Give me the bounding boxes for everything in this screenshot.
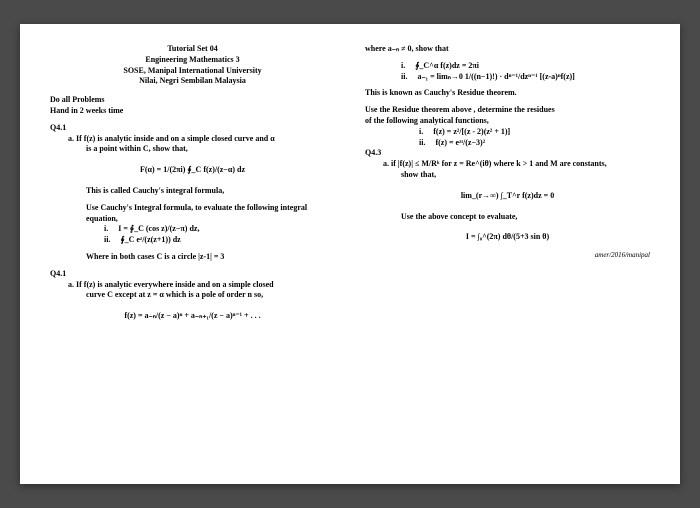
eq-i: I = ∮_C (cos z)/(z−π) dz, <box>118 224 199 233</box>
r-i: ∮_C^α f(z)dz = 2πi <box>415 61 479 70</box>
q41a-row: a. If f(z) is analytic inside and on a s… <box>68 134 335 145</box>
page-header: Tutorial Set 04 Engineering Mathematics … <box>50 44 335 87</box>
header-line1: Tutorial Set 04 <box>50 44 335 55</box>
r-ii-row: ii. a₋₁ = limₙ→0 1/((n−1)!) · dⁿ⁻¹/dzⁿ⁻¹… <box>401 72 650 83</box>
instruction-1: Do all Problems <box>50 95 335 106</box>
q43a-text2: show that, <box>401 170 650 181</box>
q41b-label: Q4.1 <box>50 269 335 280</box>
q43a-text1: if |f(z)| ≤ M/Rᵏ for z = Re^(iθ) where k… <box>391 159 607 168</box>
right-column: where a₋ₙ ≠ 0, show that i. ∮_C^α f(z)dz… <box>350 44 650 464</box>
eq-i-row: i. I = ∮_C (cos z)/(z−π) dz, <box>104 224 335 235</box>
r-i-label: i. <box>401 61 405 70</box>
header-line3: SOSE, Manipal International University <box>50 66 335 77</box>
q43a-row: a. if |f(z)| ≤ M/Rᵏ for z = Re^(iθ) wher… <box>383 159 650 170</box>
f-ii: f(z) = eᶻᵗ/(z−3)² <box>435 138 485 147</box>
eq-cauchy-formula: F(α) = 1/(2πi) ∮_C f(z)/(z−α) dz <box>50 165 335 176</box>
q41a-text2: is a point within C, show that, <box>86 144 335 155</box>
r-i-row: i. ∮_C^α f(z)dz = 2πi <box>401 61 650 72</box>
use-cauchy-text: Use Cauchy's Integral formula, to evalua… <box>86 203 335 225</box>
final-eq: I = ∫₀^(2π) dθ/(5+3 sin θ) <box>365 232 650 243</box>
eq-ii: ∮_C eᶻ/(z(z+1)) dz <box>120 235 180 244</box>
q41b-marker: a. <box>68 280 74 289</box>
eq-ii-row: ii. ∮_C eᶻ/(z(z+1)) dz <box>104 235 335 246</box>
use-concept: Use the above concept to evaluate, <box>401 212 650 223</box>
eq-i-label: i. <box>104 224 108 233</box>
left-column: Tutorial Set 04 Engineering Mathematics … <box>50 44 350 464</box>
r-ii: a₋₁ = limₙ→0 1/((n−1)!) · dⁿ⁻¹/dzⁿ⁻¹ [(z… <box>417 72 574 81</box>
use-residue2: of the following analytical functions, <box>365 116 650 127</box>
eq-ii-label: ii. <box>104 235 110 244</box>
f-i-row: i. f(z) = z²/[(z - 2)(z² + 1)] <box>419 127 650 138</box>
instruction-2: Hand in 2 weeks time <box>50 106 335 117</box>
lim-eq: lim_(r→∞) ∫_T^r f(z)dz = 0 <box>365 191 650 202</box>
eq-series: f(z) = a₋ₙ/(z − a)ⁿ + a₋ₙ₊₁/(z − a)ⁿ⁻¹ +… <box>50 311 335 322</box>
where-an: where a₋ₙ ≠ 0, show that <box>365 44 650 55</box>
q41b-text2: curve C except at z = α which is a pole … <box>86 290 335 301</box>
f-i-label: i. <box>419 127 423 136</box>
q41a-marker: a. <box>68 134 74 143</box>
cauchy-integral-text: This is called Cauchy's integral formula… <box>86 186 335 197</box>
q41a-text1: If f(z) is analytic inside and on a simp… <box>76 134 275 143</box>
f-ii-row: ii. f(z) = eᶻᵗ/(z−3)² <box>419 138 650 149</box>
r-ii-label: ii. <box>401 72 407 81</box>
residue-thm: This is known as Cauchy's Residue theore… <box>365 88 650 99</box>
document-page: Tutorial Set 04 Engineering Mathematics … <box>20 24 680 484</box>
header-line2: Engineering Mathematics 3 <box>50 55 335 66</box>
q41b-text1: If f(z) is analytic everywhere inside an… <box>76 280 274 289</box>
f-i: f(z) = z²/[(z - 2)(z² + 1)] <box>433 127 510 136</box>
header-line4: Nilai, Negri Sembilan Malaysia <box>50 76 335 87</box>
q41-label: Q4.1 <box>50 123 335 134</box>
q43a-marker: a. <box>383 159 389 168</box>
footer-text: amer/2016/manipal <box>365 251 650 260</box>
q43-label: Q4.3 <box>365 148 650 159</box>
q41b-row: a. If f(z) is analytic everywhere inside… <box>68 280 335 291</box>
f-ii-label: ii. <box>419 138 425 147</box>
use-residue1: Use the Residue theorem above , determin… <box>365 105 650 116</box>
where-circle: Where in both cases C is a circle |z-1| … <box>86 252 335 263</box>
